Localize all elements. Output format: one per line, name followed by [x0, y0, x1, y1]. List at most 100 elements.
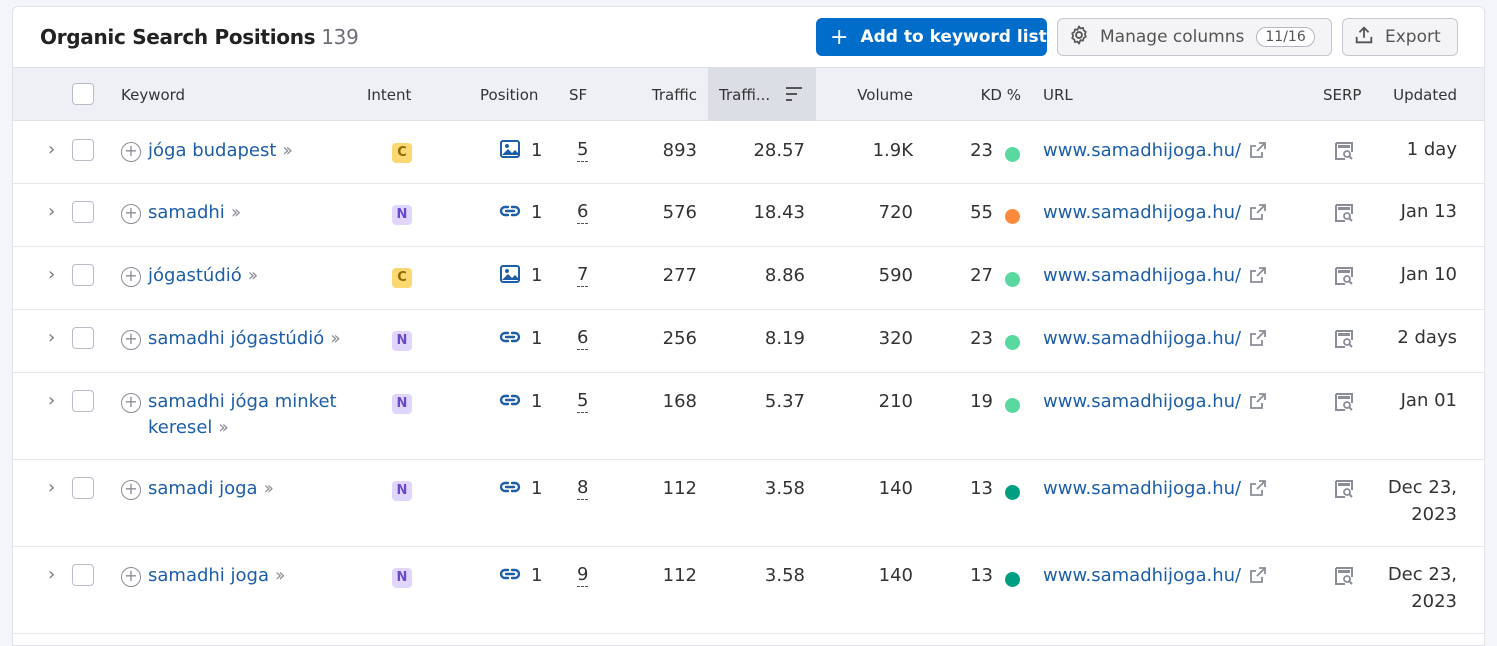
serp-preview-icon[interactable]	[1333, 265, 1355, 287]
manage-columns-button[interactable]: Manage columns 11/16	[1057, 18, 1332, 56]
traffic-percent-value: 18.43	[753, 202, 805, 223]
organic-positions-panel: Organic Search Positions 139 + Add to key…	[12, 6, 1485, 646]
row-checkbox[interactable]	[72, 477, 94, 499]
volume-value: 210	[878, 391, 913, 412]
url-link[interactable]: www.samadhijoga.hu/	[1043, 328, 1242, 349]
expand-row-chevron-icon[interactable]: ›	[48, 264, 56, 285]
row-checkbox[interactable]	[72, 564, 94, 586]
serp-preview-icon[interactable]	[1333, 328, 1355, 350]
sorted-column-highlight	[708, 68, 816, 121]
external-link-icon[interactable]	[1248, 265, 1268, 285]
double-chevron-icon[interactable]: ››	[263, 478, 275, 499]
url-link[interactable]: www.samadhijoga.hu/	[1043, 391, 1242, 412]
keyword-link[interactable]: samadhi jóga minket keresel ››	[148, 391, 337, 438]
add-keyword-icon[interactable]: +	[121, 204, 141, 224]
add-keyword-icon[interactable]: +	[121, 142, 141, 162]
expand-row-chevron-icon[interactable]: ›	[48, 477, 56, 498]
serp-preview-icon[interactable]	[1333, 140, 1355, 162]
col-intent[interactable]: Intent	[367, 86, 412, 104]
serp-features-count[interactable]: 7	[577, 264, 589, 287]
add-keyword-icon[interactable]: +	[121, 393, 141, 413]
col-sf[interactable]: SF	[569, 86, 588, 104]
row-checkbox[interactable]	[72, 139, 94, 161]
gear-icon	[1068, 24, 1090, 51]
add-keyword-icon[interactable]: +	[121, 267, 141, 287]
external-link-icon[interactable]	[1248, 140, 1268, 160]
add-keyword-icon[interactable]: +	[121, 480, 141, 500]
double-chevron-icon[interactable]: ››	[230, 202, 242, 223]
external-link-icon[interactable]	[1248, 391, 1268, 411]
add-to-keyword-list-button[interactable]: + Add to keyword list	[816, 18, 1047, 56]
col-traffic[interactable]: Traffic	[651, 86, 697, 104]
url-link[interactable]: www.samadhijoga.hu/	[1043, 565, 1242, 586]
url-link[interactable]: www.samadhijoga.hu/	[1043, 265, 1242, 286]
expand-row-chevron-icon[interactable]: ›	[48, 390, 56, 411]
expand-row-chevron-icon[interactable]: ›	[48, 327, 56, 348]
serp-features-count[interactable]: 5	[577, 139, 589, 162]
columns-count-badge: 11/16	[1256, 27, 1315, 47]
url-link[interactable]: www.samadhijoga.hu/	[1043, 202, 1242, 223]
add-keyword-icon[interactable]: +	[121, 567, 141, 587]
expand-row-chevron-icon[interactable]: ›	[48, 201, 56, 222]
serp-features-count[interactable]: 5	[577, 390, 589, 413]
col-serp[interactable]: SERP	[1323, 86, 1362, 104]
external-link-icon[interactable]	[1248, 202, 1268, 222]
url-link[interactable]: www.samadhijoga.hu/	[1043, 140, 1242, 161]
link-icon	[499, 327, 521, 349]
col-kd[interactable]: KD %	[980, 86, 1021, 104]
double-chevron-icon[interactable]: ››	[218, 417, 229, 438]
traffic-percent-value: 5.37	[764, 391, 805, 412]
serp-features-count[interactable]: 9	[577, 564, 589, 587]
expand-row-chevron-icon[interactable]: ›	[48, 564, 56, 585]
col-url[interactable]: URL	[1043, 86, 1073, 104]
sort-descending-icon[interactable]	[785, 86, 803, 106]
keyword-link[interactable]: samadhi joga ››	[148, 565, 286, 586]
link-icon	[499, 201, 521, 223]
external-link-icon[interactable]	[1248, 328, 1268, 348]
traffic-value: 168	[662, 391, 697, 412]
intent-badge: C	[392, 268, 412, 288]
updated-value: Dec 23, 2023	[1387, 564, 1457, 612]
export-button[interactable]: Export	[1342, 18, 1458, 56]
col-traffic-percent[interactable]: Traffi...	[719, 86, 771, 104]
expand-row-chevron-icon[interactable]: ›	[48, 139, 56, 160]
col-position[interactable]: Position	[480, 86, 539, 104]
keyword-link[interactable]: jóga budapest ››	[148, 140, 293, 161]
keyword-link[interactable]: samadhi jógastúdió ››	[148, 328, 341, 349]
external-link-icon[interactable]	[1248, 478, 1268, 498]
intent-badge: N	[392, 331, 412, 351]
row-checkbox[interactable]	[72, 327, 94, 349]
keyword-link[interactable]: samadhi ››	[148, 202, 242, 223]
updated-value: 1 day	[1406, 139, 1457, 160]
external-link-icon[interactable]	[1248, 565, 1268, 585]
keyword-link[interactable]: samadi joga ››	[148, 478, 275, 499]
serp-preview-icon[interactable]	[1333, 478, 1355, 500]
double-chevron-icon[interactable]: ››	[247, 265, 259, 286]
col-keyword[interactable]: Keyword	[121, 86, 186, 104]
kd-difficulty-dot	[1005, 209, 1020, 224]
url-link[interactable]: www.samadhijoga.hu/	[1043, 478, 1242, 499]
serp-preview-icon[interactable]	[1333, 202, 1355, 224]
serp-features-count[interactable]: 6	[577, 201, 589, 224]
row-checkbox[interactable]	[72, 390, 94, 412]
traffic-percent-value: 8.19	[764, 328, 805, 349]
row-checkbox[interactable]	[72, 201, 94, 223]
traffic-percent-value: 28.57	[753, 140, 805, 161]
select-all-checkbox[interactable]	[72, 83, 94, 105]
serp-preview-icon[interactable]	[1333, 565, 1355, 587]
add-keyword-icon[interactable]: +	[121, 330, 141, 350]
serp-features-count[interactable]: 6	[577, 327, 589, 350]
updated-value: 2 days	[1397, 327, 1457, 348]
link-icon	[499, 564, 521, 586]
kd-difficulty-dot	[1005, 147, 1020, 162]
row-checkbox[interactable]	[72, 264, 94, 286]
serp-preview-icon[interactable]	[1333, 391, 1355, 413]
serp-features-count[interactable]: 8	[577, 477, 589, 500]
col-updated[interactable]: Updated	[1393, 86, 1457, 104]
col-volume[interactable]: Volume	[857, 86, 913, 104]
double-chevron-icon[interactable]: ››	[275, 565, 286, 586]
double-chevron-icon[interactable]: ››	[330, 328, 341, 349]
double-chevron-icon[interactable]: ››	[282, 140, 293, 161]
keyword-link[interactable]: jógastúdió ››	[148, 265, 259, 286]
kd-value: 19	[970, 391, 993, 412]
